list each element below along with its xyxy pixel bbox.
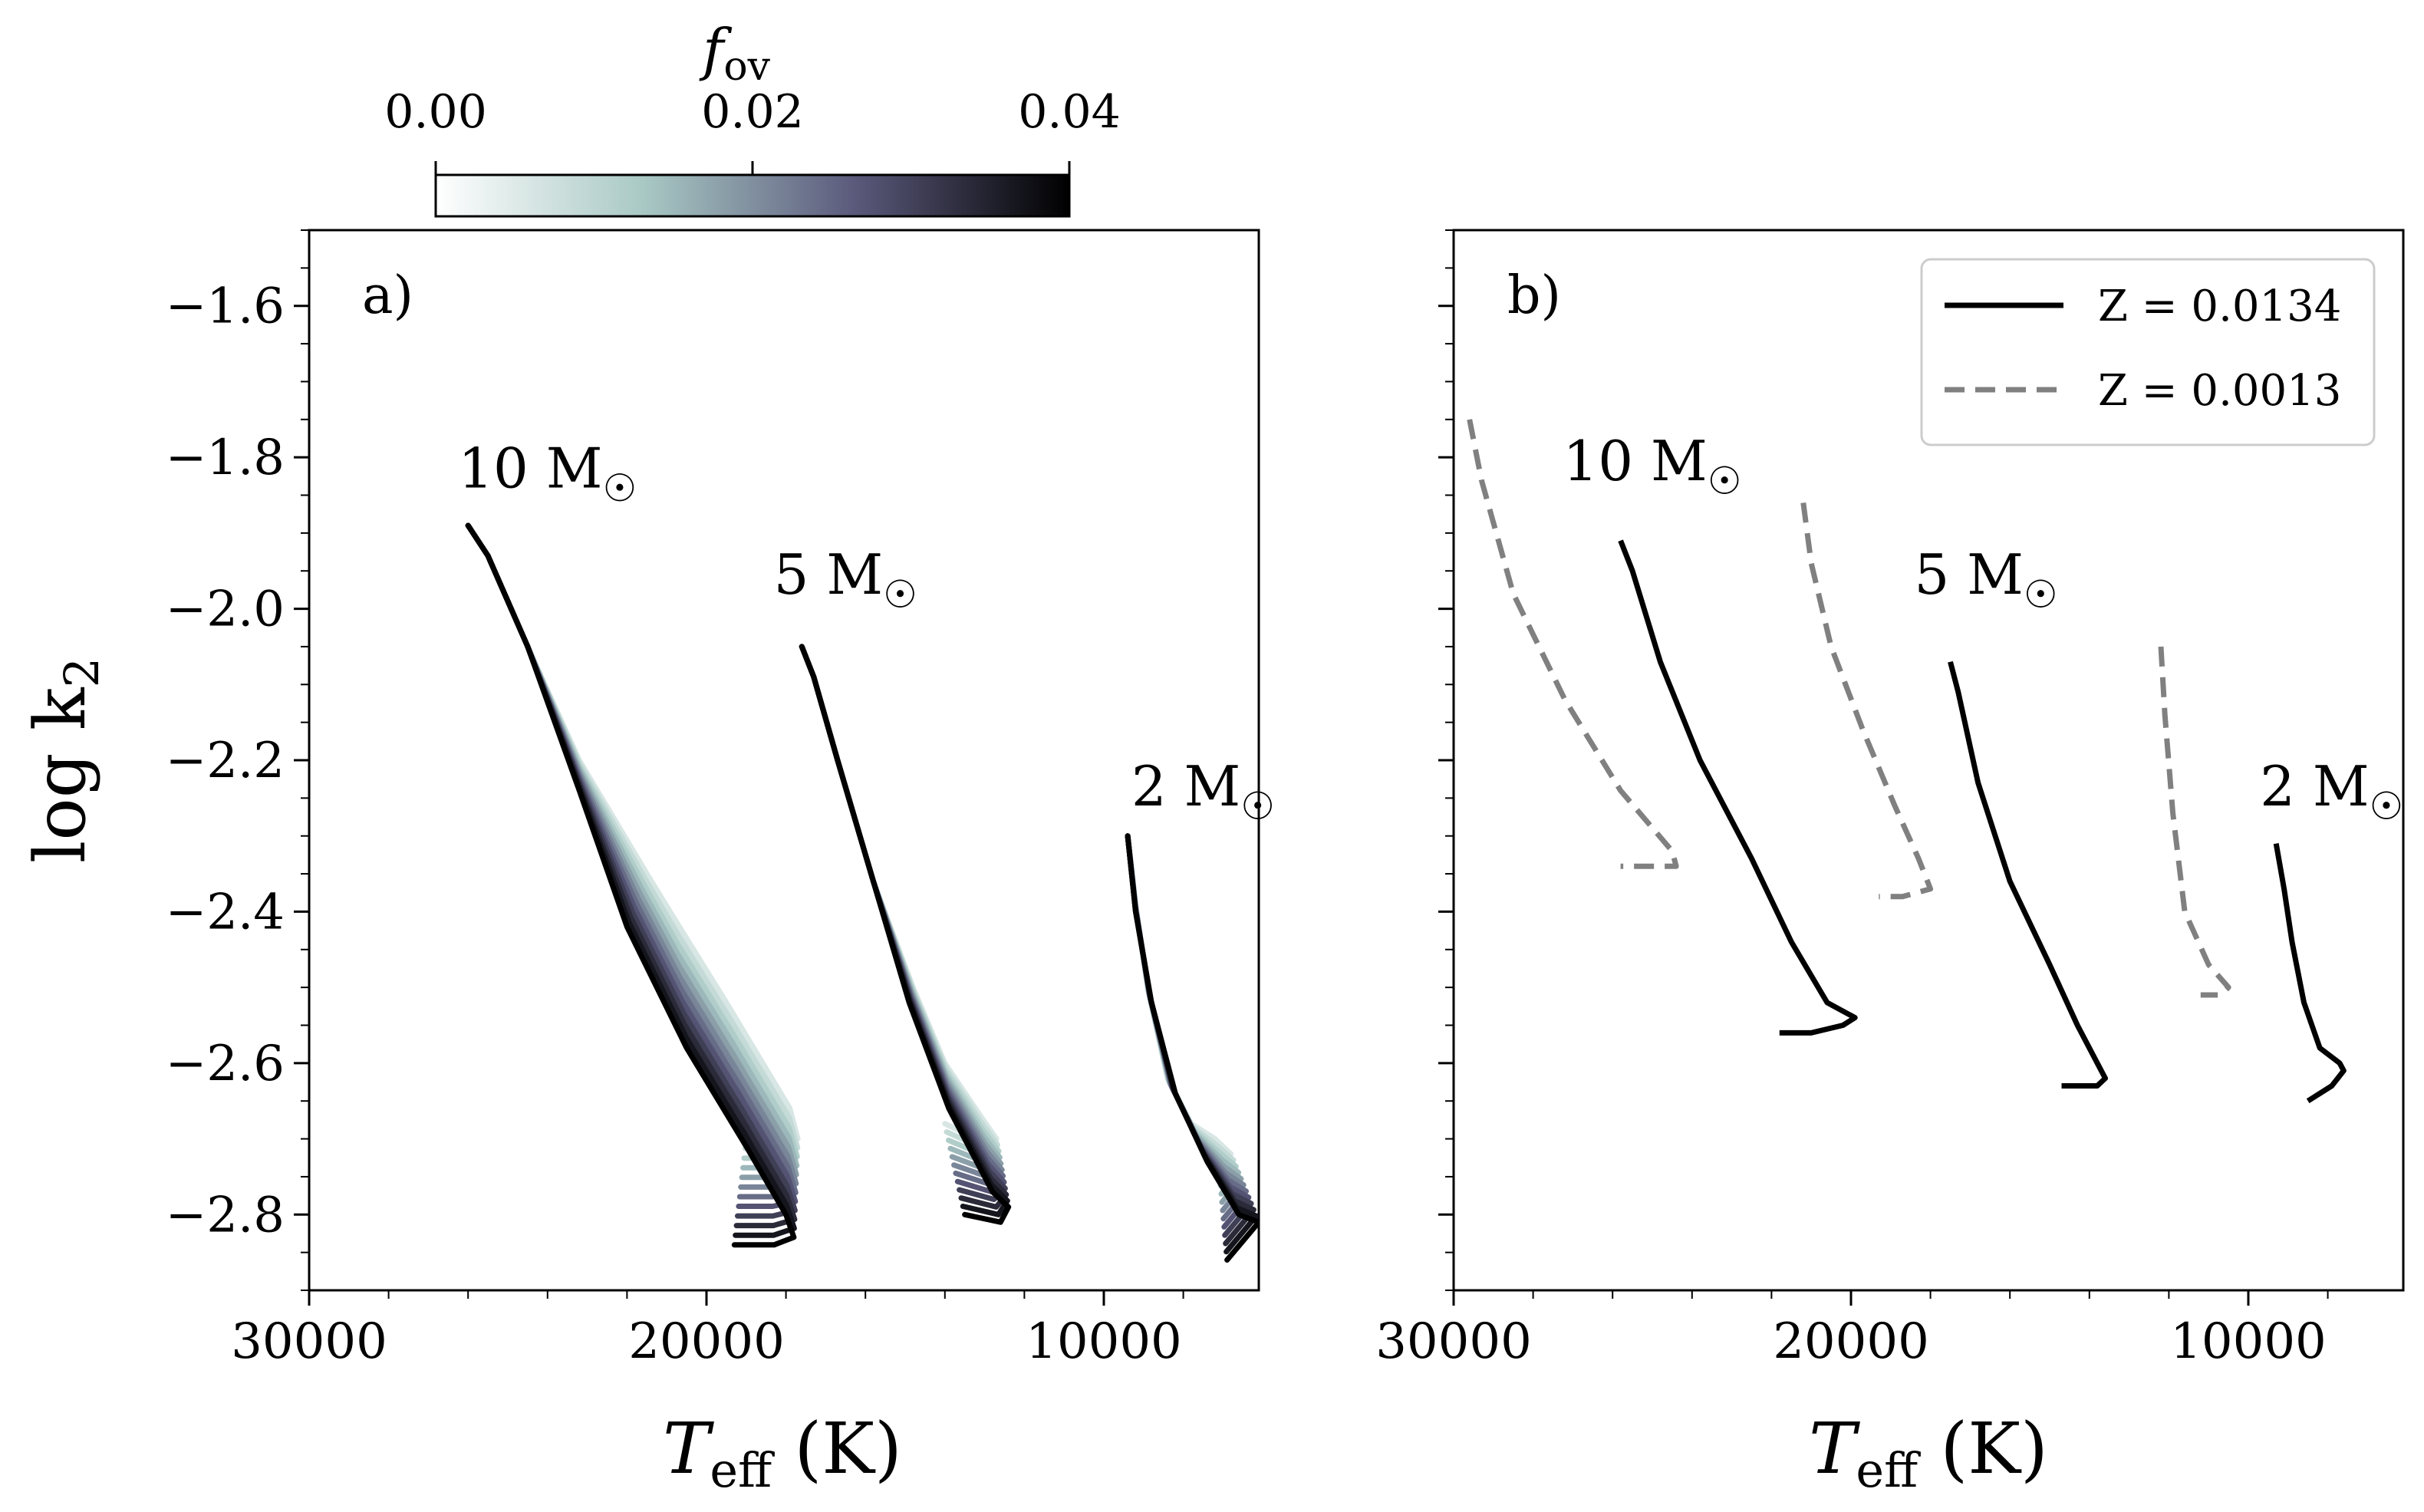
track-solid [1618, 539, 1858, 1036]
track-line [799, 644, 1000, 1149]
track-line [799, 644, 1002, 1157]
legend: Z = 0.0134 Z = 0.0013 [1920, 258, 2376, 446]
sun-symbol: ☉ [883, 572, 917, 617]
panel-b-tracks [1467, 419, 2347, 1104]
colorbar-gradient [434, 173, 1071, 218]
colorbar: 0.00 0.02 0.04 fov [384, 17, 1121, 218]
x-axis-label-a: Teff (K) [663, 1408, 902, 1498]
colorbar-tick-label: 0.04 [1018, 85, 1121, 139]
y-axis-label: log k2 [19, 657, 110, 863]
panel-b-label: b) [1507, 265, 1561, 326]
panel-b-ticks: 30000 20000 10000 [1375, 229, 2329, 1370]
track-line [799, 644, 1000, 1142]
colorbar-tick-label: 0.00 [384, 85, 487, 139]
panel-a-label: a) [362, 265, 413, 326]
y-tick-label: −2.4 [166, 884, 285, 940]
legend-entry-dashed: Z = 0.0013 [2098, 366, 2341, 416]
colorbar-tick-label: 0.02 [701, 85, 804, 139]
panel-a-mass-labels: 10 M☉ 5 M☉ 2 M☉ [458, 436, 1275, 829]
y-tick-label: −2.6 [166, 1036, 285, 1092]
mass-label: 5 M☉ [1914, 542, 2057, 617]
sun-symbol: ☉ [1240, 784, 1275, 828]
sun-symbol: ☉ [2370, 784, 2404, 828]
panel-a-ticks: 30000 20000 10000 −1.6 −1.8 −2.0 −2.2 −2.4 −2.6 −… [166, 229, 1184, 1370]
track-solid [2273, 842, 2347, 1104]
x-tick-label: 30000 [231, 1313, 387, 1370]
sun-symbol: ☉ [2024, 572, 2058, 617]
legend-entry-solid: Z = 0.0134 [2098, 282, 2341, 331]
x-axis-label-b: Teff (K) [1809, 1408, 2048, 1498]
track-line [1125, 833, 1239, 1189]
track-line [1125, 833, 1237, 1181]
panel-a-tracks [465, 522, 1259, 1263]
track-line [799, 644, 1003, 1164]
y-tick-label: −1.8 [166, 430, 285, 486]
mass-label: 10 M☉ [1563, 429, 1741, 503]
track-line [1125, 833, 1242, 1197]
mass-label: 5 M☉ [774, 542, 917, 617]
track-line [1125, 833, 1234, 1172]
sun-symbol: ☉ [602, 466, 637, 511]
x-tick-label: 30000 [1375, 1313, 1532, 1370]
y-tick-label: −2.2 [166, 733, 285, 789]
x-tick-label: 10000 [1026, 1313, 1182, 1370]
track-line [1125, 833, 1259, 1263]
sun-symbol: ☉ [1708, 459, 1742, 503]
y-tick-label: −2.8 [166, 1187, 285, 1244]
panel-a: 30000 20000 10000 −1.6 −1.8 −2.0 −2.2 −2.4 −2.6 −… [166, 229, 1275, 1370]
track-line [799, 644, 1005, 1180]
colorbar-ticks: 0.00 0.02 0.04 [384, 85, 1121, 175]
x-tick-label: 10000 [2170, 1313, 2327, 1370]
x-tick-label: 20000 [628, 1313, 785, 1370]
mass-label: 2 M☉ [1131, 754, 1275, 828]
track-dashed [2158, 646, 2231, 998]
panel-b-mass-labels: 10 M☉ 5 M☉ 2 M☉ [1563, 429, 2403, 828]
mass-label: 2 M☉ [2260, 754, 2403, 828]
y-tick-label: −2.0 [166, 581, 285, 638]
y-tick-label: −1.6 [166, 278, 285, 335]
track-line [799, 644, 1012, 1225]
colorbar-label: fov [699, 17, 771, 90]
track-line [465, 522, 797, 1248]
x-tick-label: 20000 [1773, 1313, 1929, 1370]
track-solid [1948, 660, 2108, 1089]
track-line [799, 644, 1004, 1172]
mass-label: 10 M☉ [458, 436, 637, 511]
track-dashed [1800, 502, 1934, 900]
track-dashed [1467, 419, 1679, 869]
panel-b: 30000 20000 10000 10 M☉ 5 M☉ 2 M☉ b) Z = 0.0… [1375, 229, 2405, 1370]
